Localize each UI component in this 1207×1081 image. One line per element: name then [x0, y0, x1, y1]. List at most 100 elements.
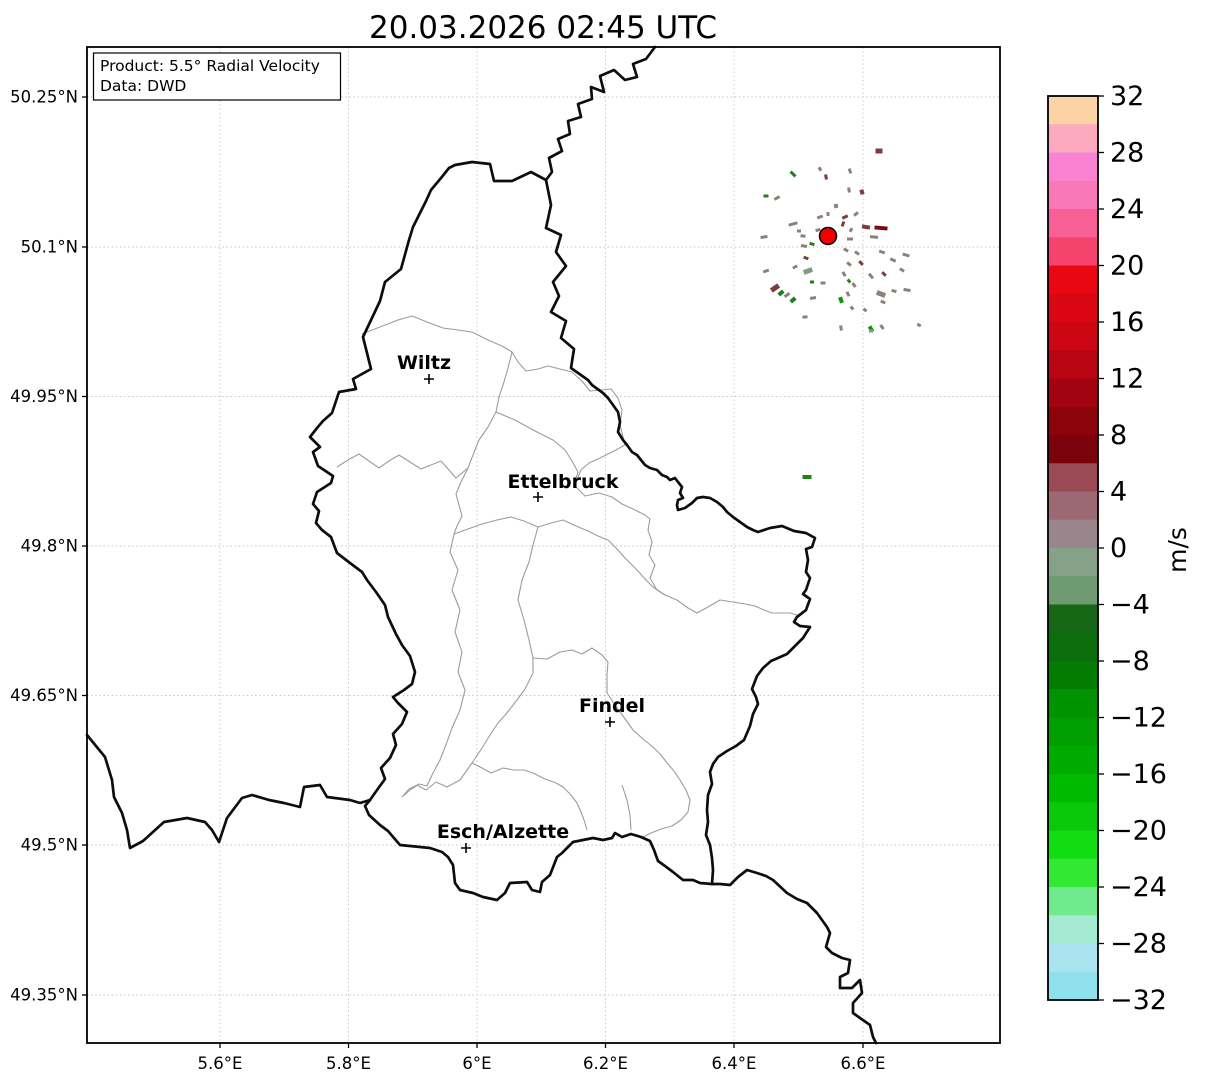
luxembourg-border-west — [308, 163, 457, 802]
colorbar-band — [1048, 689, 1098, 718]
radar-speckle — [797, 229, 801, 233]
radar-speckle — [783, 292, 791, 298]
y-axis-ticks: 50.25°N 50.1°N 49.95°N 49.8°N 49.65°N 49.5°N 4… — [10, 88, 87, 1005]
radar-speckle — [816, 214, 824, 220]
radar-speckle — [867, 272, 875, 280]
radar-speckle — [847, 168, 853, 174]
radar-speckle — [810, 280, 814, 284]
radar-speckle — [846, 261, 852, 267]
x-tick-label: 6.2°E — [583, 1054, 628, 1073]
city-marker-icon — [533, 492, 543, 502]
colorbar-band — [1048, 548, 1098, 577]
radar-speckle — [824, 174, 828, 180]
radar-speckle — [843, 247, 849, 253]
colorbar-band — [1048, 265, 1098, 295]
radar-speckle — [838, 296, 844, 304]
radar-speckle — [809, 296, 817, 300]
radar-speckle — [879, 324, 885, 330]
x-tick-label: 5.6°E — [198, 1054, 243, 1073]
colorbar-band — [1048, 350, 1098, 379]
y-tick-label: 49.5°N — [21, 836, 78, 855]
canton-border-line — [607, 539, 798, 616]
product-info-box: Product: 5.5° Radial Velocity Data: DWD — [92, 52, 342, 101]
radar-speckle — [777, 289, 785, 297]
radar-speckle — [846, 278, 852, 284]
radar-speckle — [869, 329, 873, 333]
radar-speckle — [903, 287, 911, 293]
colorbar-band — [1048, 661, 1098, 690]
city-marker-icon — [424, 374, 434, 384]
radar-speckle — [889, 257, 897, 263]
city-markers: Wiltz Ettelbruck Findel Esch/Alzette — [397, 352, 645, 853]
radar-speckle — [760, 234, 768, 240]
city-label: Esch/Alzette — [437, 821, 569, 843]
city-marker-icon — [461, 843, 471, 853]
radar-speckle — [802, 315, 808, 319]
radar-speckle — [815, 227, 821, 233]
radar-speckle — [841, 271, 847, 277]
radar-speckle — [851, 282, 857, 288]
radar-speckle — [845, 291, 851, 297]
colorbar-band — [1048, 152, 1098, 182]
colorbar-band — [1048, 745, 1098, 775]
radar-speckle — [773, 195, 781, 201]
colorbar-band — [1048, 858, 1098, 888]
canton-border-line — [573, 444, 626, 486]
radar-speckle — [763, 194, 769, 198]
colorbar-tick-label: −28 — [1110, 929, 1167, 960]
colorbar-band — [1048, 519, 1098, 549]
radar-speckle — [826, 211, 830, 217]
city-label: Wiltz — [397, 352, 451, 374]
luxembourg-border-east — [544, 178, 817, 886]
colorbar-band — [1048, 576, 1098, 605]
x-tick-label: 6°E — [462, 1054, 491, 1073]
colorbar-frame — [1047, 95, 1099, 1001]
radar-speckle — [891, 288, 897, 294]
colorbar-band — [1048, 96, 1098, 125]
colorbar-tick-label: 32 — [1110, 81, 1144, 112]
radar-speckle — [848, 227, 854, 233]
radar-speckle — [802, 475, 812, 479]
colorbar-tick-label: −24 — [1110, 872, 1167, 903]
y-tick-label: 50.25°N — [10, 88, 78, 107]
radar-speckle — [839, 325, 843, 331]
radar-speckle — [809, 241, 815, 247]
canton-borders — [336, 315, 798, 838]
france-germany-border-moselle — [710, 868, 878, 1045]
colorbar-band — [1048, 971, 1098, 1001]
radar-speckle — [849, 305, 855, 311]
colorbar-band — [1048, 830, 1098, 860]
colorbar-band — [1048, 406, 1098, 436]
colorbar-band — [1048, 293, 1098, 323]
colorbar-band — [1048, 632, 1098, 662]
radar-speckle — [847, 187, 851, 193]
radar-speckle — [820, 281, 826, 285]
colorbar-band — [1048, 491, 1098, 521]
canton-border-line — [471, 762, 588, 831]
colorbar-tick-label: −20 — [1110, 816, 1167, 847]
colorbar-band — [1048, 887, 1098, 916]
radar-speckle — [878, 249, 886, 255]
radar-speckle — [792, 264, 798, 270]
colorbar-band — [1048, 209, 1098, 238]
radar-speckle — [899, 267, 905, 273]
canton-border-line — [532, 647, 691, 838]
product-info-box-frame — [92, 52, 342, 101]
radar-speckle — [762, 268, 770, 274]
colorbar-unit-label: m/s — [1163, 527, 1192, 573]
colorbar-tick-label: −16 — [1110, 759, 1167, 790]
radar-speckle — [803, 255, 809, 261]
y-tick-label: 49.95°N — [10, 387, 78, 406]
colorbar-tick-label: 4 — [1110, 477, 1127, 508]
radar-speckle — [800, 234, 806, 238]
radar-speckle — [875, 290, 887, 298]
colorbar-tick-label: −4 — [1110, 590, 1150, 621]
colorbar-band — [1048, 378, 1098, 408]
radar-speckle — [833, 203, 839, 209]
radar-speckle — [853, 211, 859, 217]
canton-border-line — [361, 315, 626, 446]
radar-speckle — [869, 235, 879, 239]
